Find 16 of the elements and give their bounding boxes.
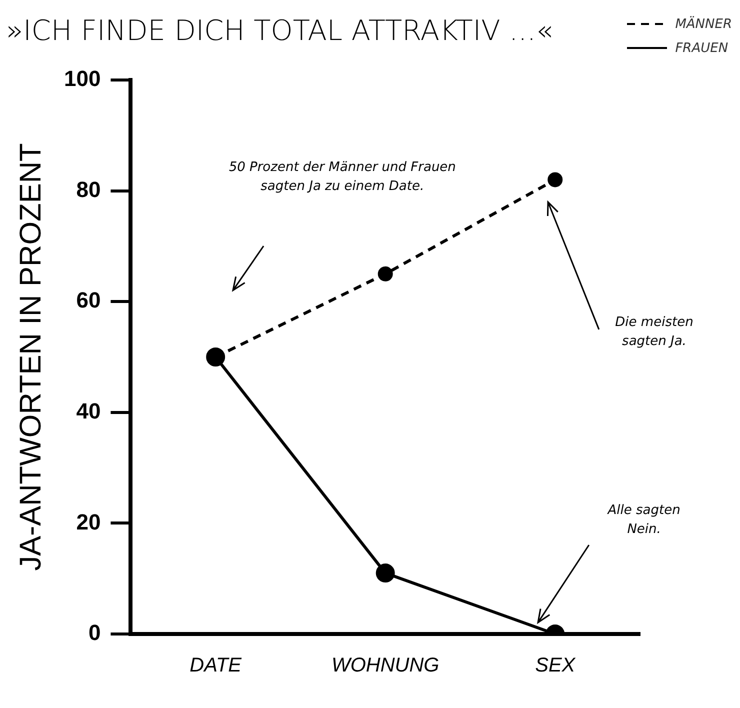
- annotation: Die meisten sagten Ja.: [614, 314, 694, 351]
- legend-label: MÄNNER: [675, 16, 732, 32]
- chart-title: »ICH FINDE DICH TOTAL ATTRAKTIV ...«: [6, 14, 554, 47]
- x-tick-label: DATE: [190, 654, 242, 677]
- annotation: Alle sagten Nein.: [606, 502, 682, 540]
- y-axis-title: JA-ANTWORTEN IN PROZENT: [14, 143, 48, 571]
- legend-label: FRAUEN: [675, 40, 728, 56]
- y-tick-label: 0: [88, 620, 101, 646]
- y-tick-label: 80: [76, 176, 101, 202]
- annotation: 50 Prozent der Männer und Frauen sagten Ja zu einem Date.: [228, 158, 457, 196]
- y-tick-label: 40: [76, 398, 101, 424]
- x-tick-label: SEX: [535, 654, 576, 677]
- x-tick-label: WOHNUNG: [331, 654, 440, 677]
- y-tick-label: 20: [76, 509, 101, 534]
- y-tick-label: 100: [64, 66, 101, 92]
- y-tick-label: 60: [76, 288, 101, 313]
